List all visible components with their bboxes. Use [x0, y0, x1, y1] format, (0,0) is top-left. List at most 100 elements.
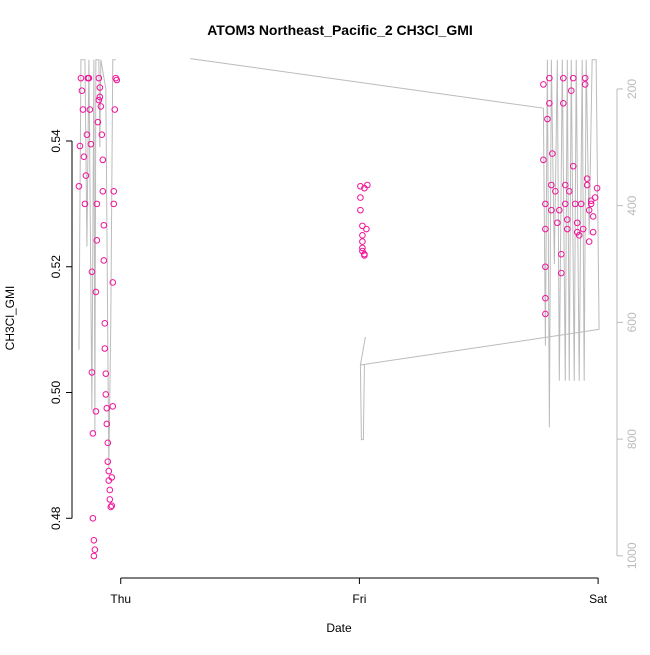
- point: [81, 200, 89, 208]
- point: [102, 370, 110, 377]
- point: [109, 279, 117, 286]
- point: [82, 172, 90, 179]
- point: [78, 87, 86, 94]
- point: [583, 181, 591, 189]
- point: [540, 156, 547, 164]
- y-axis-label: CH3Cl_GMI: [3, 286, 17, 351]
- point: [94, 118, 102, 126]
- point: [563, 216, 571, 223]
- point: [544, 115, 551, 123]
- point: [85, 74, 93, 82]
- point: [76, 142, 84, 150]
- x-tick-label: Fri: [352, 592, 366, 606]
- point: [79, 106, 87, 113]
- point: [359, 238, 366, 245]
- point: [583, 175, 591, 183]
- point: [93, 237, 101, 244]
- point: [97, 103, 105, 110]
- chart-title: ATOM3 Northeast_Pacific_2 CH3Cl_GMI: [207, 22, 473, 38]
- point: [98, 131, 106, 139]
- point: [542, 294, 549, 302]
- point: [565, 188, 573, 195]
- point: [559, 74, 567, 82]
- point: [88, 369, 96, 376]
- point: [86, 106, 94, 113]
- point: [95, 74, 103, 82]
- y2-tick-label: 400: [625, 195, 639, 215]
- point: [113, 76, 121, 84]
- point: [561, 181, 569, 189]
- point: [577, 200, 585, 208]
- point: [589, 228, 597, 236]
- point: [357, 206, 364, 214]
- point: [359, 222, 366, 230]
- point: [587, 200, 595, 208]
- point: [90, 552, 98, 560]
- point: [363, 225, 370, 233]
- point: [93, 200, 101, 208]
- point: [80, 153, 88, 161]
- point: [361, 252, 368, 259]
- point: [563, 225, 571, 233]
- point: [556, 206, 563, 214]
- point: [546, 74, 553, 82]
- point: [552, 188, 559, 195]
- point: [591, 194, 599, 201]
- point: [101, 345, 109, 352]
- point: [95, 96, 103, 104]
- point: [88, 268, 96, 276]
- point: [89, 430, 97, 437]
- point: [106, 496, 114, 503]
- point: [587, 197, 595, 205]
- point: [90, 536, 98, 544]
- point: [96, 93, 104, 101]
- point: [567, 87, 575, 94]
- point: [103, 404, 111, 412]
- point: [77, 74, 85, 82]
- point: [573, 219, 581, 227]
- point: [589, 213, 597, 220]
- y2-tick-label: 600: [625, 312, 639, 332]
- point: [107, 503, 115, 511]
- point: [546, 99, 553, 107]
- point: [101, 320, 109, 327]
- point: [581, 81, 589, 88]
- point: [357, 182, 364, 190]
- point: [105, 467, 113, 475]
- y2-tick-label: 1000: [625, 542, 639, 569]
- point: [104, 439, 112, 447]
- point: [575, 232, 583, 239]
- line: [78, 58, 600, 469]
- y-tick-label: 0.54: [49, 129, 63, 153]
- point: [96, 84, 104, 91]
- point: [75, 182, 83, 190]
- point: [99, 156, 107, 164]
- point: [359, 244, 366, 252]
- point: [542, 263, 549, 271]
- point: [100, 221, 108, 229]
- point: [559, 99, 567, 107]
- point: [593, 184, 601, 192]
- point: [89, 514, 97, 522]
- point: [102, 391, 110, 398]
- point: [542, 310, 549, 318]
- point: [364, 181, 371, 189]
- point: [109, 403, 117, 410]
- y2-tick-label: 800: [625, 429, 639, 449]
- y-tick-label: 0.50: [49, 381, 63, 405]
- point: [569, 162, 577, 170]
- x-axis-label: Date: [326, 621, 352, 635]
- y-tick-label: 0.52: [49, 255, 63, 279]
- point: [561, 200, 569, 208]
- point: [579, 225, 587, 233]
- point: [110, 200, 118, 208]
- point: [100, 257, 108, 264]
- point: [111, 106, 119, 113]
- point: [549, 150, 556, 157]
- point: [585, 238, 593, 245]
- point: [103, 420, 111, 428]
- point: [359, 232, 366, 239]
- point: [106, 486, 114, 494]
